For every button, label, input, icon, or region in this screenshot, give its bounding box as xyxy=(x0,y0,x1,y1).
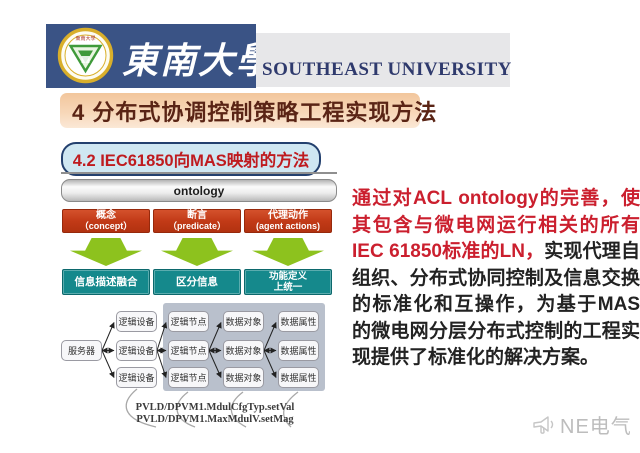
predicate-box-label-cn: 断言 xyxy=(187,210,207,221)
function-definition-label-2: 上统一 xyxy=(273,282,303,293)
logical-device-box: 逻辑设备 xyxy=(116,367,157,388)
function-definition-box: 功能定义 上统一 xyxy=(244,269,332,295)
description-paragraph: 通过对ACL ontology的完善，使其包含与微电网运行相关的所有IEC 61… xyxy=(352,186,640,372)
university-seal-icon: 東南大學 xyxy=(57,27,114,84)
concept-box-label-cn: 概念 xyxy=(96,210,116,221)
paragraph-highlight-text: 通过对ACL ontology的完善，使其包含与微电网运行相关的所有IEC 61… xyxy=(352,188,640,262)
agent-actions-box-label-en: (agent actions) xyxy=(255,221,320,231)
distinguish-info-label: 区分信息 xyxy=(176,276,218,288)
logical-device-box: 逻辑设备 xyxy=(116,340,157,361)
down-arrow-icon xyxy=(161,238,233,266)
down-arrow-icon xyxy=(70,238,142,266)
distinguish-info-box: 区分信息 xyxy=(153,269,241,295)
agent-actions-box: 代理动作 (agent actions) xyxy=(244,209,332,233)
ontology-bar: ontology xyxy=(61,179,337,202)
down-arrow-icon xyxy=(252,238,324,266)
agent-actions-box-label-cn: 代理动作 xyxy=(268,210,308,221)
svg-text:東南大學: 東南大學 xyxy=(75,35,95,42)
data-object-box: 数据对象 xyxy=(223,367,264,388)
university-name-banner: SOUTHEAST UNIVERSITY xyxy=(256,33,512,87)
info-fusion-label: 信息描述融合 xyxy=(74,276,138,288)
predicate-box-label-en: （predicate） xyxy=(167,221,227,231)
watermark: NE电气 xyxy=(530,410,632,439)
data-object-box: 数据对象 xyxy=(223,340,264,361)
data-object-box: 数据对象 xyxy=(223,311,264,332)
section-title: 4 分布式协调控制策略工程实现方法 xyxy=(60,93,436,128)
tree-connectors xyxy=(101,322,299,428)
logical-device-box: 逻辑设备 xyxy=(116,311,157,332)
paragraph-body-text: 实现代理自组织、分布式协同控制及信息交换的标准化和互操作，为基于MAS的微电网分… xyxy=(352,241,640,368)
data-attribute-box: 数据属性 xyxy=(278,367,319,388)
iec-path-line: PVLD/DPVM1.MaxMdulV.setMag xyxy=(136,414,294,425)
watermark-label: NE电气 xyxy=(560,416,632,438)
predicate-box: 断言 （predicate） xyxy=(153,209,241,233)
logical-node-box: 逻辑节点 xyxy=(168,340,209,361)
concept-box-label-en: （concept） xyxy=(79,221,133,231)
logical-node-box: 逻辑节点 xyxy=(168,311,209,332)
iec-path-line: PVLD/DPVM1.MdulCfgTyp.setVal xyxy=(135,402,295,413)
university-name-chinese: 東南大學 xyxy=(122,41,275,81)
megaphone-icon xyxy=(533,415,554,434)
data-attribute-box: 数据属性 xyxy=(278,340,319,361)
concept-box: 概念 （concept） xyxy=(62,209,150,233)
university-name-english: SOUTHEAST UNIVERSITY xyxy=(262,59,512,80)
subsection-title: 4.2 IEC61850向MAS映射的方法 xyxy=(61,142,321,176)
logical-node-box: 逻辑节点 xyxy=(168,367,209,388)
university-logo-box: 東南大學 東南大學 xyxy=(46,24,275,88)
iec-path-examples: PVLD/DPVM1.MdulCfgTyp.setVal PVLD/DPVM1.… xyxy=(110,402,320,426)
ontology-top-line xyxy=(61,172,337,174)
server-box: 服务器 xyxy=(61,340,102,361)
data-attribute-box: 数据属性 xyxy=(278,311,319,332)
function-definition-label-1: 功能定义 xyxy=(268,271,307,282)
info-fusion-box: 信息描述融合 xyxy=(62,269,150,295)
